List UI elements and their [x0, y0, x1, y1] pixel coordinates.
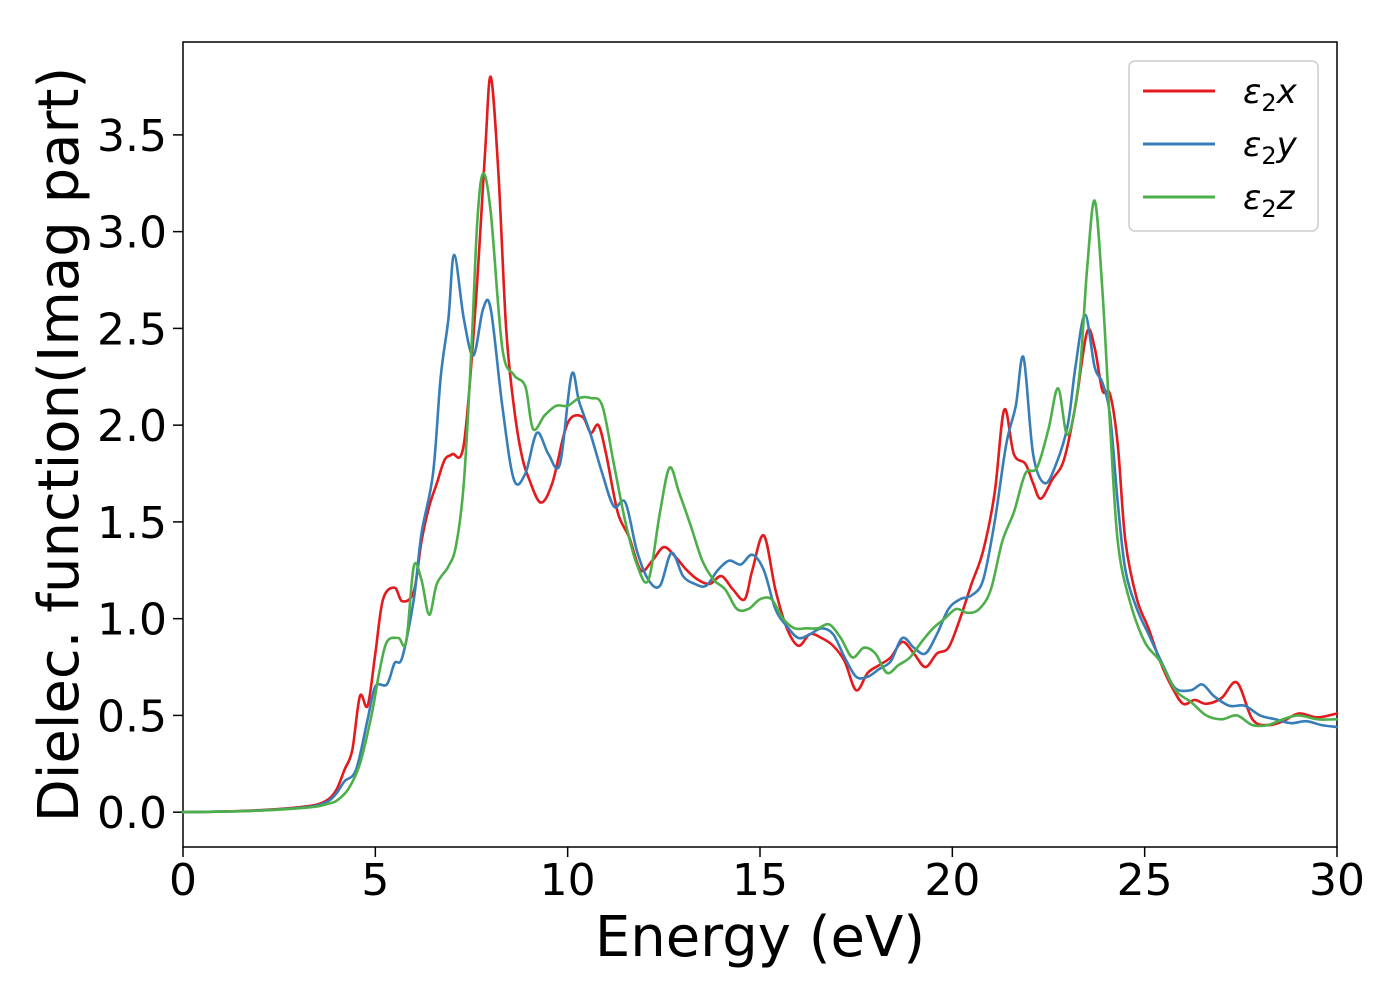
y-tick-label: 1.5: [97, 498, 167, 549]
y-axis-label: Dielec. function(Imag part): [27, 67, 92, 823]
legend-box: [1128, 60, 1319, 232]
series-line-z: [181, 172, 1339, 814]
series-layer: [181, 75, 1339, 814]
x-axis-ticks: 0 5 10 15 20 25 30: [169, 847, 1365, 906]
series-line-x: [181, 75, 1339, 814]
x-tick-label: 20: [924, 855, 980, 906]
legend: ε2x ε2y ε2z: [1128, 60, 1319, 232]
y-tick-label: 0.5: [97, 691, 167, 742]
y-tick-label: 1.0: [97, 595, 167, 646]
y-tick-label: 3.0: [97, 208, 167, 259]
x-tick-label: 0: [169, 855, 197, 906]
series-line-y: [181, 253, 1339, 814]
y-axis-ticks: 0.0 0.5 1.0 1.5 2.0 2.5 3.0 3.5: [97, 111, 183, 839]
y-tick-label: 2.5: [97, 304, 167, 355]
y-tick-label: 0.0: [97, 788, 167, 839]
x-tick-label: 10: [540, 855, 596, 906]
legend-label: ε2x: [1243, 72, 1298, 117]
legend-label: ε2y: [1243, 125, 1298, 170]
x-tick-label: 5: [361, 855, 389, 906]
legend-label: ε2z: [1243, 178, 1296, 223]
x-tick-label: 25: [1117, 855, 1173, 906]
y-tick-label: 3.5: [97, 111, 167, 162]
x-axis-label: Energy (eV): [595, 905, 925, 970]
y-tick-label: 2.0: [97, 401, 167, 452]
x-tick-label: 15: [732, 855, 788, 906]
x-tick-label: 30: [1309, 855, 1365, 906]
